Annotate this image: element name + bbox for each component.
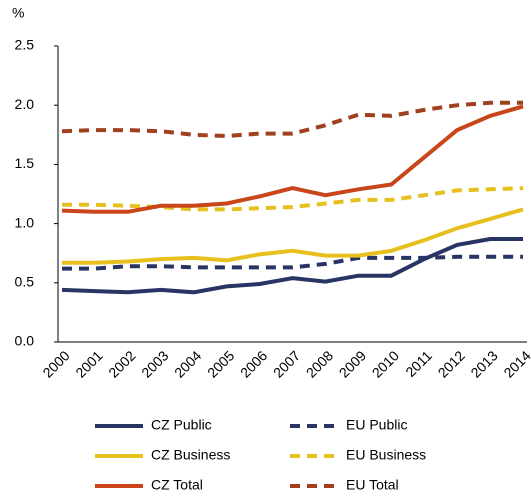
y-tick-label: 2.5 <box>15 37 35 53</box>
x-tick-label: 2001 <box>72 347 105 380</box>
y-tick-label: 1.5 <box>15 155 35 171</box>
x-tick-label: 2005 <box>204 347 237 380</box>
x-tick-label: 2011 <box>402 347 435 380</box>
y-tick-label: 1.0 <box>15 214 35 230</box>
legend-label: CZ Business <box>151 447 230 463</box>
series-line <box>62 207 524 265</box>
x-tick-label: 2014 <box>500 347 531 380</box>
x-tick-label: 2013 <box>467 347 500 380</box>
x-tick-label: 2006 <box>237 347 270 380</box>
legend-label: CZ Total <box>151 477 203 493</box>
y-tick-label: 2.0 <box>15 96 35 112</box>
series-line <box>62 254 523 271</box>
y-axis-unit: % <box>12 5 24 21</box>
y-tick-label: 0.5 <box>15 274 35 290</box>
x-tick-label: 2003 <box>138 347 171 380</box>
series-line <box>62 186 524 212</box>
x-tick-label: 2012 <box>435 347 468 380</box>
x-tick-label: 2004 <box>171 347 204 380</box>
y-tick-label: 0.0 <box>15 333 35 349</box>
series-line <box>61 237 523 295</box>
x-tick-label: 2002 <box>105 347 138 380</box>
series-line <box>61 100 523 139</box>
legend-label: EU Business <box>346 447 426 463</box>
x-tick-label: 2008 <box>303 347 336 380</box>
legend-label: CZ Public <box>151 417 212 433</box>
x-tick-label: 2010 <box>369 347 402 380</box>
series-line <box>61 104 524 214</box>
legend-label: EU Public <box>346 417 407 433</box>
x-tick-label: 2007 <box>270 347 303 380</box>
x-tick-label: 2000 <box>39 347 72 380</box>
x-tick-label: 2009 <box>336 347 369 380</box>
legend-label: EU Total <box>346 477 399 493</box>
